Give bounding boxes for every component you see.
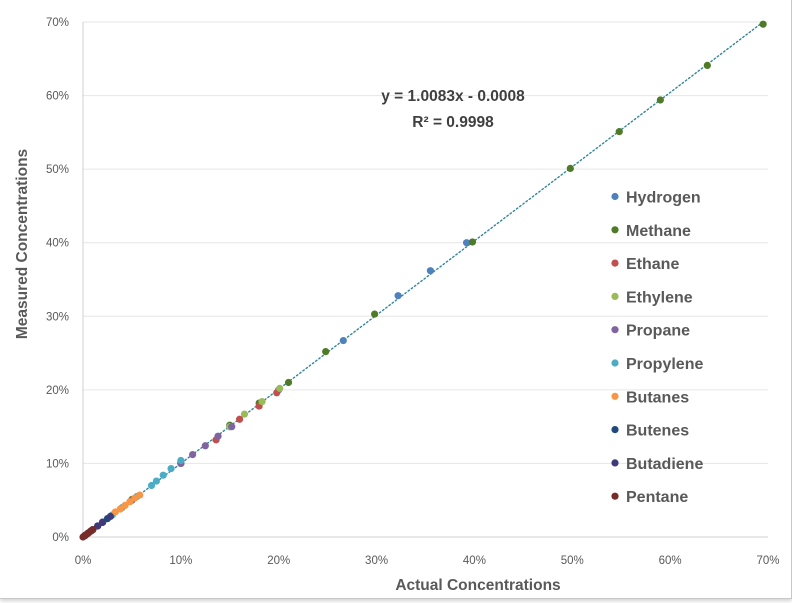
point-ethane bbox=[235, 415, 244, 423]
point-methane bbox=[615, 128, 623, 136]
legend-label-pentane: Pentane bbox=[626, 489, 688, 506]
legend-label-methane: Methane bbox=[626, 223, 691, 240]
point-ethylene bbox=[276, 384, 284, 392]
point-methane bbox=[656, 96, 664, 104]
axes bbox=[82, 22, 768, 538]
x-tick-label: 40% bbox=[463, 555, 486, 567]
x-axis-title: Actual Concentrations bbox=[395, 577, 560, 594]
point-ethylene bbox=[258, 398, 266, 406]
trendline bbox=[82, 22, 763, 539]
x-tick-label: 10% bbox=[169, 555, 192, 567]
legend-label-propane: Propane bbox=[626, 323, 690, 340]
point-methane bbox=[566, 164, 574, 173]
y-tick-label: 30% bbox=[46, 311, 69, 323]
point-ethylene bbox=[240, 410, 249, 418]
point-propane bbox=[228, 423, 236, 431]
point-propylene bbox=[152, 477, 160, 485]
x-tick-label: 50% bbox=[561, 555, 584, 567]
point-methane bbox=[322, 348, 330, 356]
legend-marker-ethane bbox=[611, 259, 619, 267]
legend-marker-ethylene bbox=[611, 292, 619, 300]
y-tick-label: 70% bbox=[46, 17, 69, 29]
point-propane bbox=[201, 442, 209, 450]
point-methane bbox=[468, 238, 477, 246]
point-butanes bbox=[121, 501, 129, 509]
legend-label-hydrogen: Hydrogen bbox=[626, 190, 701, 207]
point-butadiene bbox=[98, 518, 107, 526]
x-tick-label: 60% bbox=[659, 555, 682, 567]
legend-marker-pentane bbox=[611, 492, 619, 500]
legend-marker-butenes bbox=[611, 426, 619, 434]
point-hydrogen bbox=[463, 239, 471, 247]
x-tick-label: 0% bbox=[75, 555, 92, 567]
y-tick-label: 50% bbox=[46, 164, 69, 176]
point-butadiene bbox=[94, 522, 102, 530]
point-methane bbox=[703, 61, 711, 70]
point-propane bbox=[214, 432, 222, 440]
trendline-layer bbox=[82, 22, 763, 539]
x-tick-label: 30% bbox=[365, 555, 388, 567]
gridlines bbox=[83, 21, 768, 464]
point-pentane bbox=[89, 526, 97, 534]
legend-marker-propane bbox=[611, 326, 619, 334]
y-tick-label: 60% bbox=[46, 91, 69, 103]
point-hydrogen bbox=[339, 336, 347, 345]
point-butadiene bbox=[106, 512, 114, 521]
y-axis-title: Measured Concentrations bbox=[14, 149, 31, 339]
point-methane bbox=[284, 378, 293, 387]
legend-label-ethylene: Ethylene bbox=[626, 289, 693, 306]
point-butanes bbox=[116, 505, 124, 513]
point-methane bbox=[759, 20, 767, 28]
trendline-r-squared: R² = 0.9998 bbox=[412, 114, 494, 131]
point-propylene bbox=[167, 464, 175, 473]
x-tick-label: 20% bbox=[267, 555, 290, 567]
point-propylene bbox=[147, 481, 156, 490]
tick-labels: 0% 10% 20% 30% 40% 50% 60% 70% 0% 10% 20% 30% 40% 50%… bbox=[46, 17, 780, 567]
y-tick-label: 0% bbox=[52, 532, 69, 544]
y-tick-label: 10% bbox=[46, 458, 69, 470]
x-tick-label: 70% bbox=[756, 555, 779, 567]
point-methane bbox=[371, 310, 379, 318]
legend-label-butanes: Butanes bbox=[626, 389, 689, 406]
point-propane bbox=[189, 451, 197, 459]
legend-marker-butadiene bbox=[611, 459, 619, 467]
legend-marker-hydrogen bbox=[611, 192, 619, 201]
legend: Hydrogen Methane Ethane Ethylene Propane Prop… bbox=[611, 190, 703, 506]
legend-marker-butanes bbox=[611, 392, 619, 400]
trendline-equation: y = 1.0083x - 0.0008 bbox=[381, 88, 525, 105]
legend-label-propylene: Propylene bbox=[626, 356, 703, 373]
point-hydrogen bbox=[394, 292, 402, 300]
legend-marker-methane bbox=[611, 226, 619, 234]
point-butanes bbox=[136, 491, 144, 499]
point-propylene bbox=[159, 471, 167, 479]
y-tick-label: 40% bbox=[46, 238, 69, 250]
legend-marker-propylene bbox=[611, 359, 619, 367]
point-propylene bbox=[177, 456, 185, 465]
legend-label-butenes: Butenes bbox=[626, 423, 689, 440]
point-hydrogen bbox=[426, 267, 434, 275]
legend-label-ethane: Ethane bbox=[626, 256, 679, 273]
point-butanes bbox=[126, 498, 134, 506]
data-points bbox=[79, 20, 767, 541]
legend-label-butadiene: Butadiene bbox=[626, 456, 703, 473]
y-tick-label: 20% bbox=[46, 385, 69, 397]
